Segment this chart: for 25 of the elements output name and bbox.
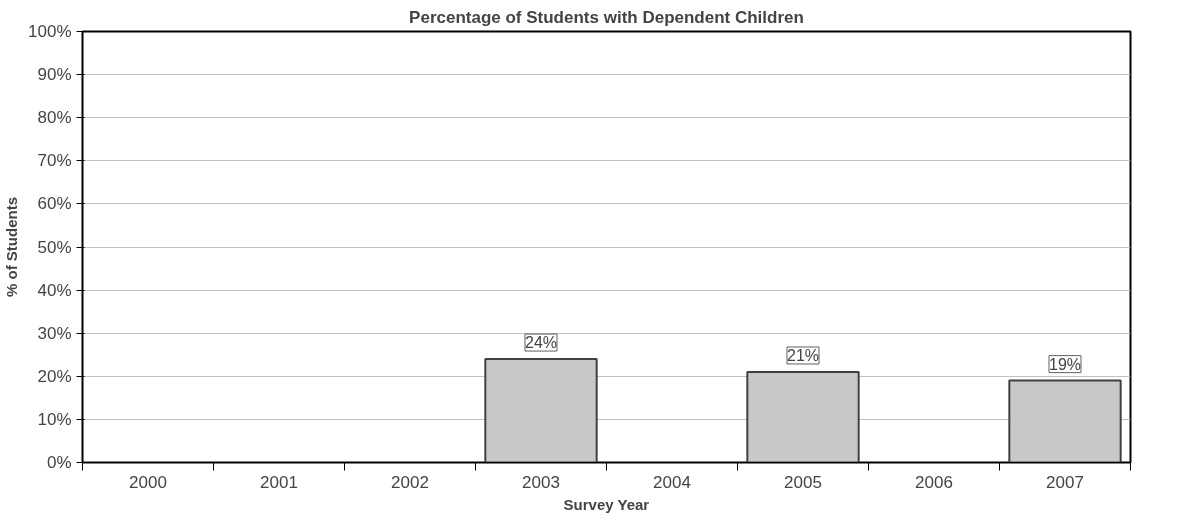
x-tick-label: 2007 [1046, 472, 1084, 492]
y-tick-label: 30% [37, 323, 72, 343]
y-tick-label: 10% [37, 409, 72, 429]
x-axis-title: Survey Year [563, 495, 650, 513]
y-tick-label: 20% [37, 366, 72, 386]
y-tick-label: 80% [37, 108, 72, 128]
y-tick-label: 90% [37, 65, 72, 85]
data-label: 19% [1048, 355, 1082, 373]
x-tick-label: 2002 [391, 472, 429, 492]
x-tick-label: 2006 [915, 472, 953, 492]
x-tick-label: 2003 [522, 472, 560, 492]
data-label: 21% [786, 346, 820, 364]
y-tick-label: 60% [37, 194, 72, 214]
x-tick-label: 2001 [260, 472, 298, 492]
y-tick-label: 100% [28, 22, 72, 41]
x-tick-label: 2004 [653, 472, 691, 492]
y-tick-label: 50% [37, 237, 72, 257]
y-axis-title: % of Students [3, 197, 21, 297]
y-tick-label: 70% [37, 151, 72, 171]
y-tick-label: 40% [37, 280, 72, 300]
data-label: 24% [524, 334, 558, 352]
chart-title: Percentage of Students with Dependent Children [409, 7, 804, 27]
x-tick-label: 2000 [129, 472, 167, 492]
y-tick-label: 0% [46, 453, 72, 472]
x-tick-label: 2005 [784, 472, 822, 492]
